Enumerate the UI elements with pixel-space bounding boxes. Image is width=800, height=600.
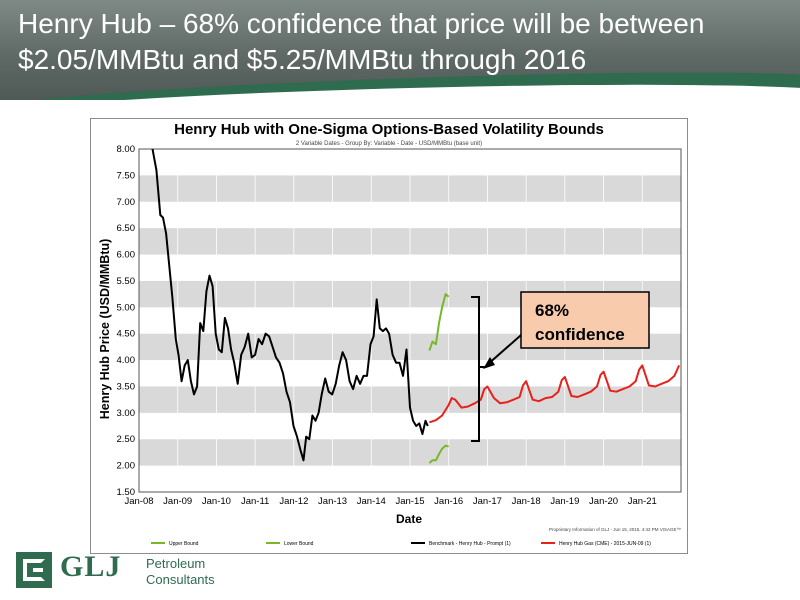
x-tick-label: Jan-15 bbox=[395, 496, 424, 507]
chart-title: Henry Hub with One-Sigma Options-Based V… bbox=[174, 121, 604, 138]
x-tick-label: Jan-17 bbox=[473, 496, 502, 507]
series-line-0 bbox=[428, 293, 450, 351]
legend-label: Upper Bound bbox=[169, 541, 199, 547]
x-axis-label: Date bbox=[396, 512, 422, 526]
slide-title: Henry Hub – 68% confidence that price wi… bbox=[18, 8, 705, 75]
x-tick-label: Jan-14 bbox=[357, 496, 386, 507]
y-tick-label: 4.00 bbox=[117, 355, 136, 366]
x-tick-labels: Jan-08 Jan-09 Jan-10 Jan-11 Jan-12 Jan-13 Jan-… bbox=[124, 496, 656, 507]
x-tick-label: Jan-19 bbox=[550, 496, 579, 507]
x-tick-label: Jan-20 bbox=[589, 496, 618, 507]
legend-label: Lower Bound bbox=[284, 541, 314, 547]
slide-header: Henry Hub – 68% confidence that price wi… bbox=[0, 0, 800, 100]
y-tick-label: 7.00 bbox=[117, 197, 136, 208]
callout-line2: confidence bbox=[535, 325, 625, 344]
series-line-3 bbox=[429, 364, 681, 424]
confidence-bracket bbox=[471, 296, 485, 442]
chart-frame: 1.50 2.00 2.50 3.00 3.50 4.00 4.50 5.00 5.50 6.00… bbox=[90, 118, 688, 554]
provenance-note: Proprietary Information of GLJ - Jun 15,… bbox=[549, 527, 681, 532]
y-tick-label: 5.00 bbox=[117, 302, 136, 313]
callout-arrowhead bbox=[483, 357, 495, 369]
legend-label: Henry Hub Gas (CME) - 2015-JUN-09 (1) bbox=[559, 541, 651, 547]
callout-box: 68% confidence bbox=[520, 291, 650, 349]
chart-legend: Upper Bound Lower Bound Benchmark - Henry … bbox=[151, 541, 651, 547]
legend-label: Benchmark - Henry Hub - Prompt (1) bbox=[429, 541, 511, 547]
y-tick-label: 6.50 bbox=[117, 223, 136, 234]
y-tick-label: 4.50 bbox=[117, 329, 136, 340]
callout-line1: 68% bbox=[535, 301, 569, 320]
x-tick-label: Jan-11 bbox=[241, 496, 269, 507]
y-tick-label: 2.00 bbox=[117, 461, 136, 472]
plot-border bbox=[138, 148, 682, 493]
y-tick-label: 3.50 bbox=[117, 381, 136, 392]
y-tick-label: 8.00 bbox=[117, 144, 136, 155]
x-tick-label: Jan-10 bbox=[202, 496, 231, 507]
y-axis-label: Henry Hub Price (USD/MMBtu) bbox=[98, 239, 112, 420]
series-lines bbox=[151, 148, 681, 464]
y-tick-labels: 1.50 2.00 2.50 3.00 3.50 4.00 4.50 5.00 5.50 6.00… bbox=[117, 144, 136, 498]
y-tick-label: 2.50 bbox=[117, 434, 136, 445]
x-tick-label: Jan-21 bbox=[628, 496, 657, 507]
logo-mark-icon bbox=[16, 552, 52, 588]
y-tick-label: 7.50 bbox=[117, 170, 136, 181]
callout-rect bbox=[520, 291, 650, 349]
logo-line2: Consultants bbox=[146, 572, 215, 587]
y-tick-label: 1.50 bbox=[117, 487, 136, 498]
x-tick-label: Jan-12 bbox=[279, 496, 308, 507]
x-tick-label: Jan-08 bbox=[124, 496, 153, 507]
y-tick-label: 5.50 bbox=[117, 276, 136, 287]
logo-wordmark: GLJ bbox=[60, 550, 122, 583]
logo-line1: Petroleum bbox=[146, 556, 206, 571]
bracket-line bbox=[471, 296, 480, 442]
series-line-1 bbox=[428, 444, 450, 464]
x-tick-label: Jan-18 bbox=[512, 496, 541, 507]
y-tick-label: 3.00 bbox=[117, 408, 136, 419]
price-chart: 1.50 2.00 2.50 3.00 3.50 4.00 4.50 5.00 5.50 6.00… bbox=[98, 121, 682, 547]
series-line-2 bbox=[151, 148, 429, 462]
chart-subtitle: 2 Variable Dates - Group By: Variable - … bbox=[296, 141, 482, 147]
x-tick-label: Jan-16 bbox=[434, 496, 463, 507]
x-tick-label: Jan-13 bbox=[318, 496, 347, 507]
y-tick-label: 6.00 bbox=[117, 250, 136, 261]
x-tick-label: Jan-09 bbox=[163, 496, 192, 507]
company-logo: GLJ Petroleum Consultants bbox=[16, 550, 276, 594]
